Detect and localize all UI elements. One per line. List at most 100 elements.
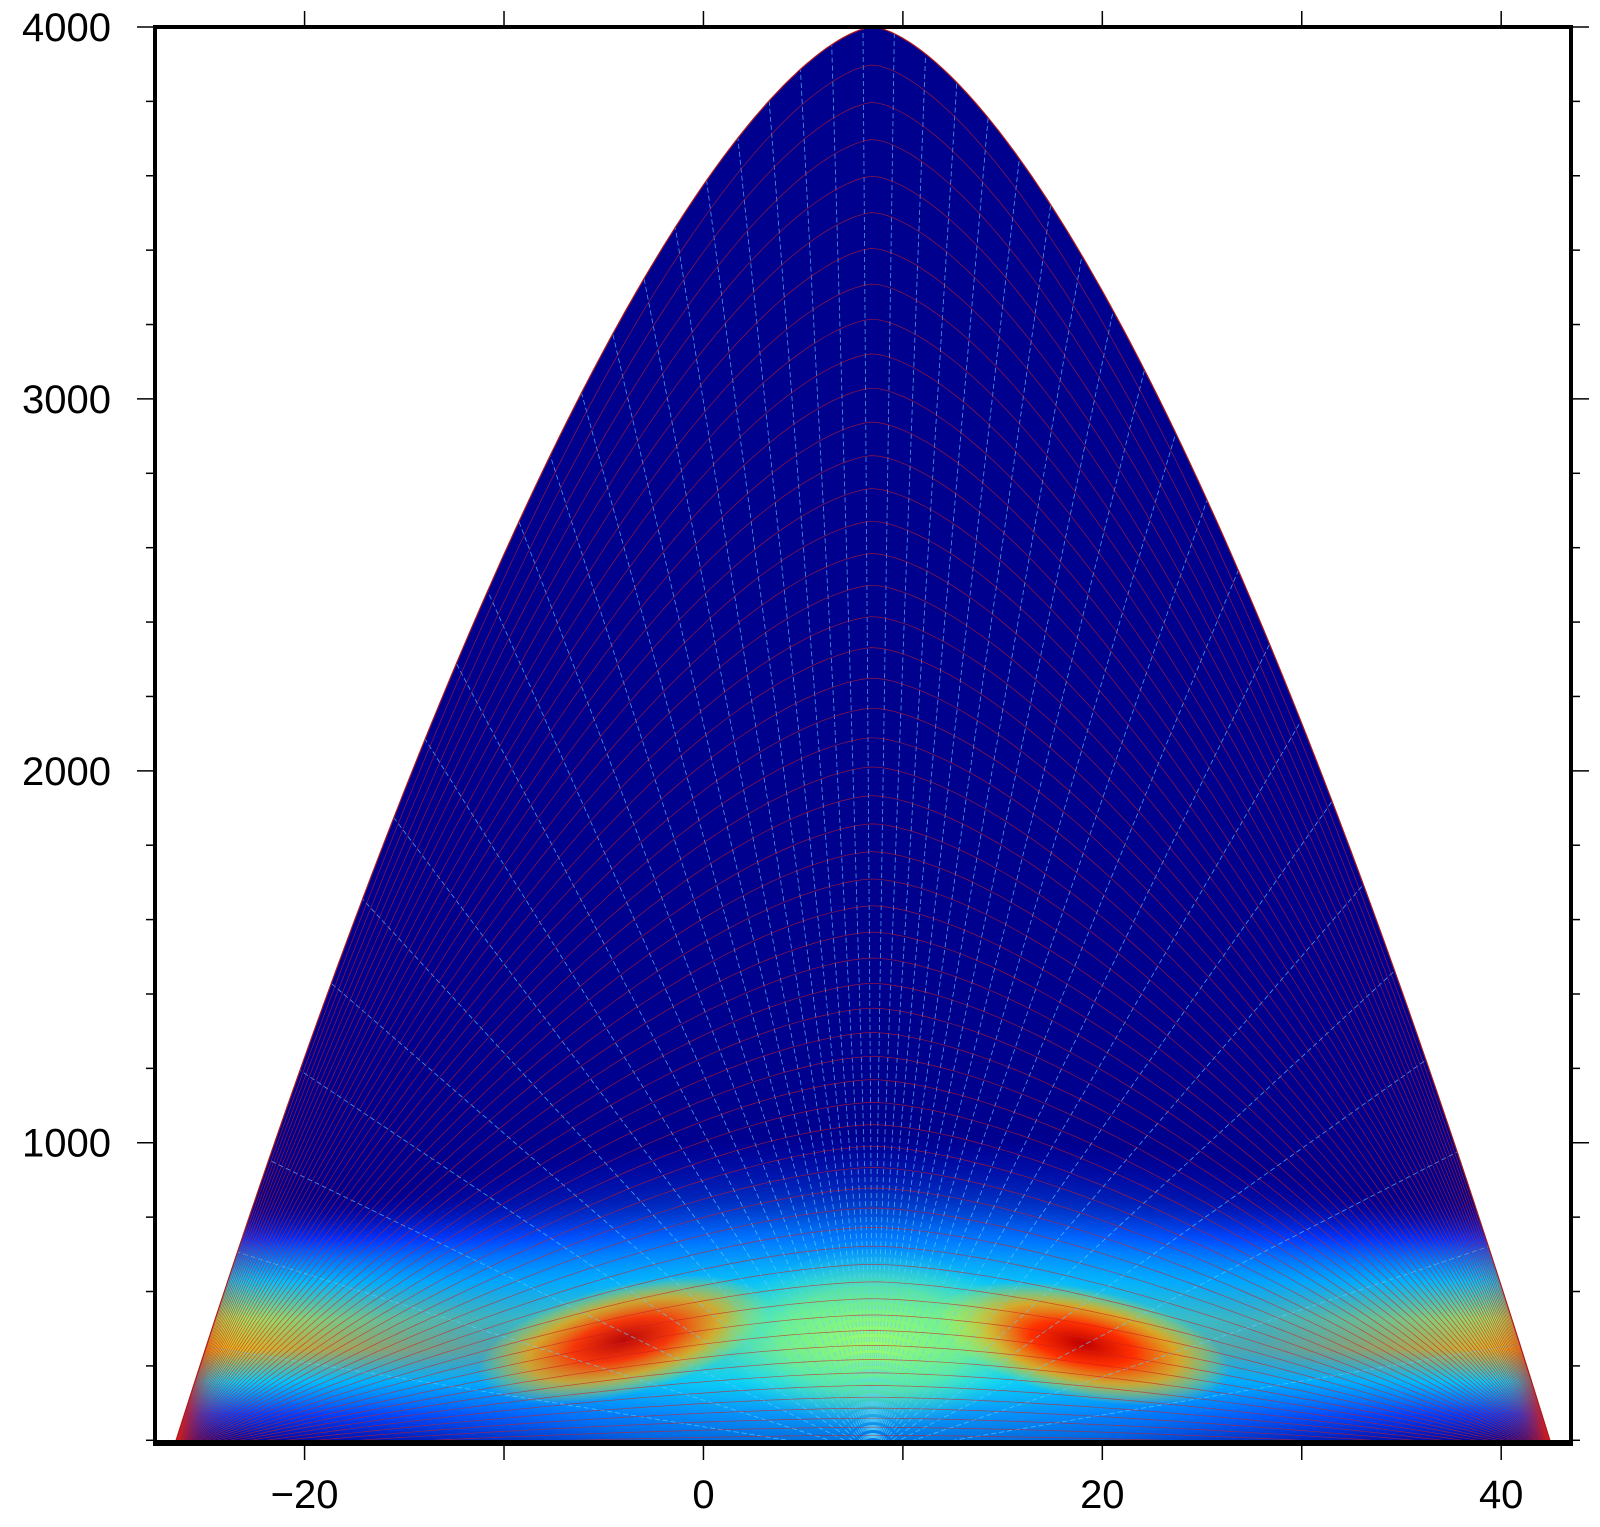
mesh-arc-line [174, 1263, 1552, 1445]
mesh-arc-line [174, 1385, 1551, 1445]
mesh-radial-line [393, 817, 874, 1445]
mesh-radial-line [518, 521, 874, 1445]
mesh-radial-line [737, 138, 874, 1445]
mesh-arc-line [174, 931, 1552, 1445]
mesh-radial-line [872, 369, 1145, 1445]
mesh-radial-line [872, 970, 1395, 1445]
mesh-arc-line [174, 1281, 1552, 1445]
mesh-arc-line [174, 248, 1552, 1445]
mesh-radial-line [549, 455, 874, 1445]
mesh-arc-line [174, 283, 1552, 1445]
mesh-arc-line [174, 102, 1552, 1445]
hotspot [477, 1275, 770, 1405]
mesh-arc-line [174, 905, 1552, 1445]
mesh-arc-line [174, 175, 1552, 1445]
mesh-arc-line [174, 318, 1552, 1445]
mesh-arc-line [174, 1417, 1551, 1445]
mesh-radial-line [872, 1151, 1458, 1445]
mesh-arc-line [174, 707, 1552, 1445]
mesh-arc-line [174, 647, 1552, 1445]
mesh-arc-line [174, 1314, 1552, 1445]
mesh-radial-line [831, 44, 874, 1445]
mesh-radial-line [800, 69, 874, 1445]
mesh-arc-line [174, 1359, 1551, 1445]
mesh-arc-line [174, 1032, 1552, 1445]
mesh-arc-line [174, 982, 1552, 1445]
mesh-grid [174, 27, 1552, 1454]
mesh-arc-line [174, 957, 1552, 1445]
mesh-arc-line [174, 1124, 1552, 1445]
mesh-arc-line [174, 1372, 1551, 1445]
mesh-arc-line [174, 1396, 1551, 1445]
mesh-arc-line [174, 1407, 1551, 1445]
mesh-arc-line [174, 1167, 1552, 1445]
mesh-arc-line [174, 64, 1552, 1445]
mesh-radial-line [872, 255, 1083, 1445]
mesh-radial-line [872, 884, 1364, 1445]
plot-frame [153, 25, 1573, 1446]
mesh-radial-line [872, 643, 1270, 1445]
mesh-radial-line [872, 204, 1052, 1445]
y-tick-label: 1000 [22, 1122, 111, 1166]
mesh-arc-line [174, 616, 1552, 1445]
mesh-arc-line [174, 823, 1552, 1445]
mesh-radial-line [872, 158, 1020, 1445]
plot-area [155, 26, 1571, 1454]
y-tick-label: 2000 [22, 750, 111, 794]
mesh-arc-line [174, 851, 1552, 1445]
mesh-radial-line [872, 432, 1177, 1445]
mesh-arc-line [174, 421, 1552, 1445]
mesh-arc-line [174, 1330, 1551, 1445]
mesh-radial-line [362, 898, 874, 1445]
mesh-arc-line [174, 139, 1552, 1445]
mesh-arc-line [174, 353, 1552, 1445]
mesh-radial-line [706, 180, 874, 1445]
mesh-radial-line [872, 53, 926, 1445]
mesh-radial-line [424, 738, 874, 1445]
mesh-arc-line [174, 1055, 1552, 1445]
mesh-radial-line [862, 28, 874, 1445]
mesh-radial-line [872, 801, 1333, 1445]
mesh-arc-line [174, 520, 1552, 1445]
mesh-radial-line [456, 663, 874, 1445]
mesh-arc-line [174, 387, 1552, 1445]
mesh-arc-line [174, 1345, 1551, 1445]
center-hotspot [722, 1249, 1023, 1430]
mesh-arc-line [174, 878, 1552, 1445]
mesh-arc-line [174, 1079, 1552, 1445]
mesh-arc-line [174, 795, 1552, 1445]
mesh-arc-line [174, 553, 1552, 1445]
x-tick-label: 20 [1080, 1473, 1125, 1517]
mesh-radial-line [581, 392, 874, 1445]
mesh-arc-line [174, 1187, 1552, 1445]
mesh-radial-line [872, 310, 1114, 1445]
mesh-arc-line [174, 488, 1552, 1445]
mesh-arc-line [174, 1145, 1552, 1445]
mesh-arc-line [174, 1227, 1552, 1445]
mesh-radial-line [872, 720, 1302, 1445]
mesh-arc-line [174, 1298, 1552, 1445]
mesh-arc-line [174, 1102, 1552, 1445]
mesh-radial-line [768, 100, 874, 1445]
mesh-arc-line [174, 677, 1552, 1445]
y-tick-label: 4000 [22, 6, 111, 50]
mesh-arc-line [174, 1245, 1552, 1445]
mesh-arc-line [175, 1452, 1551, 1454]
mesh-arc-line [174, 212, 1552, 1445]
x-tick-label: 0 [692, 1473, 714, 1517]
mesh-radial-line [872, 1343, 1520, 1445]
mesh-arc-line [174, 1207, 1552, 1445]
mesh-radial-line [872, 499, 1208, 1445]
x-tick-label: 40 [1479, 1473, 1524, 1517]
mesh-arc-line [174, 737, 1552, 1445]
mesh-arc-line [174, 584, 1552, 1445]
x-tick-label: −20 [271, 1473, 339, 1517]
axes: −20 0 20 40 1000 2000 3000 4000 [22, 6, 1589, 1517]
mesh-radial-line [872, 33, 895, 1445]
mesh-radial-line [674, 227, 874, 1445]
mesh-radial-line [872, 82, 958, 1445]
mesh-radial-line [299, 1069, 874, 1445]
mesh-arc-line [174, 455, 1552, 1445]
mesh-radial-line [237, 1251, 874, 1445]
